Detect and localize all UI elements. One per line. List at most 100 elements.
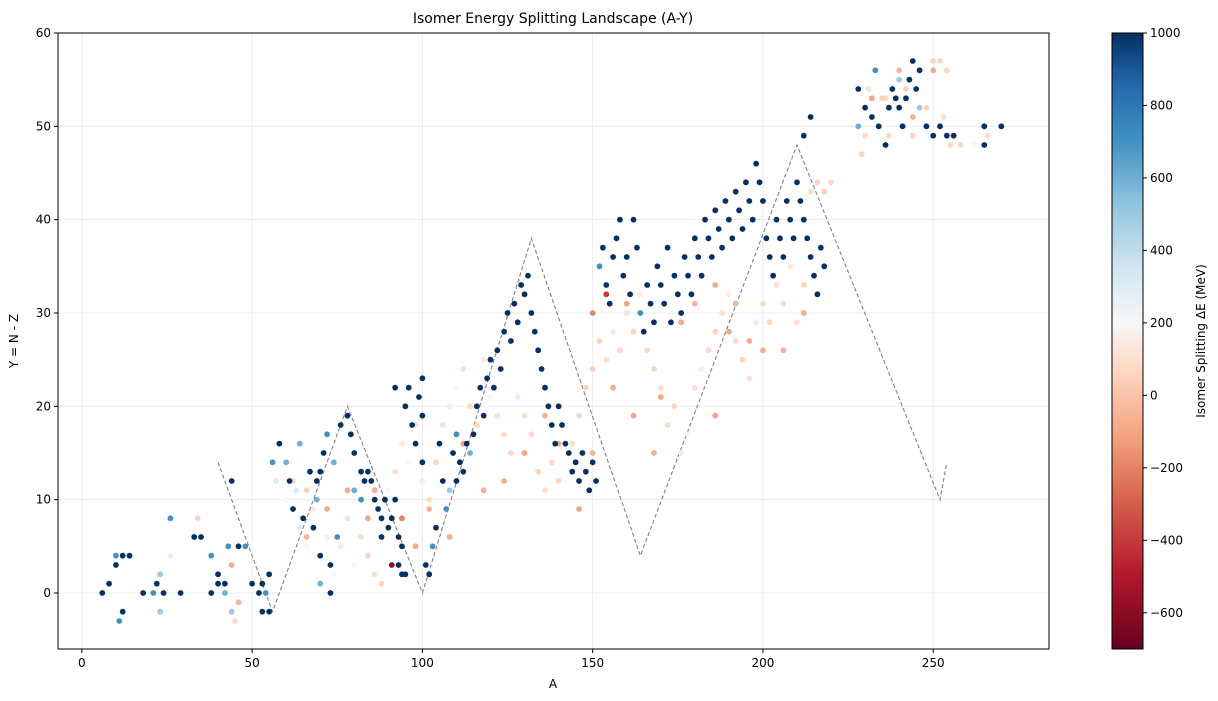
scatter-point (446, 487, 453, 494)
scatter-point (869, 114, 875, 120)
scatter-point (433, 459, 439, 466)
scatter-point (889, 86, 896, 92)
y-tick-label: 30 (36, 306, 51, 320)
scatter-point (327, 562, 334, 568)
scatter-point (651, 319, 657, 326)
scatter-point (903, 95, 909, 102)
scatter-point (896, 76, 903, 83)
scatter-point (746, 198, 753, 204)
scatter-point (436, 440, 443, 447)
scatter-point (296, 440, 303, 447)
scatter-point (334, 534, 341, 540)
scatter-point (862, 132, 869, 139)
scatter-point (896, 67, 903, 74)
scatter-point (157, 571, 164, 578)
scatter-point (521, 291, 528, 298)
scatter-point (351, 562, 358, 568)
scatter-point (514, 319, 521, 326)
scatter-point (501, 431, 508, 438)
scatter-point (644, 347, 651, 354)
scatter-point (426, 496, 433, 503)
scatter-point (361, 478, 368, 484)
scatter-point (106, 580, 112, 587)
scatter-point (582, 384, 589, 391)
scatter-point (450, 450, 456, 456)
scatter-point (399, 543, 405, 550)
scatter-point (705, 347, 712, 354)
scatter-point (732, 338, 739, 344)
scatter-point (256, 590, 262, 596)
scatter-point (385, 487, 392, 494)
scatter-point (770, 272, 777, 279)
scatter-point (501, 478, 508, 484)
scatter-point (477, 384, 484, 391)
y-tick-label: 40 (36, 213, 51, 227)
scatter-point (725, 216, 732, 223)
scatter-point (691, 300, 698, 307)
scatter-point (191, 534, 198, 540)
x-tick-label: 50 (244, 656, 259, 670)
scatter-point (480, 356, 487, 363)
scatter-point (140, 590, 147, 596)
scatter-point (273, 478, 279, 484)
scatter-point (266, 571, 273, 578)
scatter-point (576, 412, 582, 419)
scatter-point (743, 179, 749, 186)
scatter-point (882, 142, 889, 148)
scatter-point (283, 459, 290, 466)
scatter-point (320, 450, 327, 456)
scatter-point (324, 534, 330, 540)
scatter-point (344, 412, 351, 419)
scatter-point (521, 450, 528, 456)
scatter-point (259, 580, 266, 587)
scatter-point (909, 132, 916, 139)
scatter-point (460, 468, 467, 475)
scatter-point (484, 375, 490, 382)
scatter-point (119, 608, 126, 615)
scatter-point (664, 244, 671, 251)
scatter-point (351, 450, 358, 456)
scatter-point (228, 608, 235, 615)
chart-title: Isomer Energy Splitting Landscape (A-Y) (413, 11, 693, 27)
scatter-point (378, 515, 385, 522)
scatter-point (395, 562, 402, 568)
scatter-point (412, 543, 419, 550)
scatter-point (657, 384, 664, 391)
scatter-point (579, 450, 586, 456)
scatter-point (691, 384, 698, 391)
scatter-point (930, 67, 937, 74)
scatter-point (821, 263, 828, 270)
scatter-point (766, 254, 773, 260)
scatter-point (446, 534, 453, 540)
scatter-point (610, 254, 616, 260)
scatter-point (552, 440, 559, 447)
scatter-point (814, 179, 821, 186)
scatter-point (596, 263, 603, 270)
scatter-point (494, 347, 501, 354)
scatter-point (160, 590, 167, 596)
scatter-point (402, 571, 409, 578)
scatter-point (378, 580, 385, 587)
scatter-point (794, 319, 800, 326)
scatter-point (630, 412, 637, 419)
scatter-point (480, 487, 487, 494)
scatter-point (695, 254, 702, 260)
scatter-point (719, 244, 725, 251)
scatter-point (794, 179, 800, 186)
scatter-point (644, 282, 651, 288)
scatter-point (330, 571, 337, 578)
scatter-point (521, 412, 528, 419)
colorbar-tick-label: 800 (1150, 98, 1173, 112)
scatter-point (586, 487, 593, 494)
scatter-point (317, 552, 324, 559)
scatter-point (480, 412, 487, 419)
colorbar-tick-label: −600 (1150, 606, 1183, 620)
scatter-point (913, 86, 920, 92)
scatter-point (368, 478, 375, 484)
scatter-point (610, 328, 616, 335)
scatter-point (828, 179, 834, 186)
scatter-point (293, 487, 300, 494)
scatter-point (409, 422, 416, 428)
scatter-point (375, 506, 382, 512)
colorbar-tick-label: −400 (1150, 533, 1183, 547)
